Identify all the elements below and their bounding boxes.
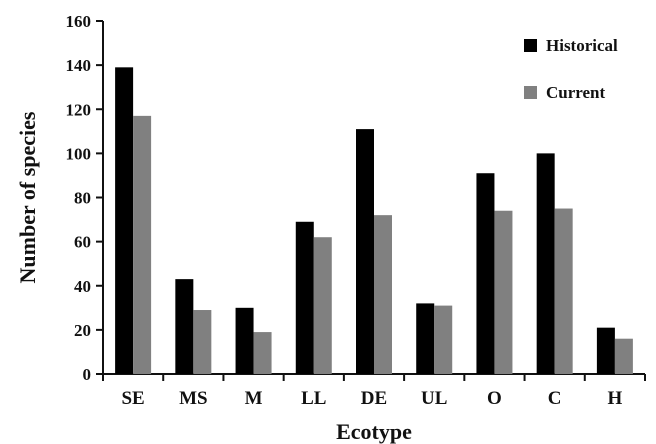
- bar-current-ul: [434, 305, 453, 374]
- bar-historical-ul: [416, 303, 435, 374]
- legend-label-historical: Historical: [546, 36, 618, 55]
- y-tick-label: 120: [66, 100, 92, 119]
- x-tick-label: O: [487, 388, 502, 409]
- bar-current-ms: [193, 310, 212, 374]
- bar-historical-de: [356, 129, 374, 374]
- x-tick-label: M: [245, 388, 263, 409]
- bar-historical-m: [235, 307, 254, 374]
- x-tick-label: MS: [179, 388, 208, 409]
- y-tick-label: 160: [66, 12, 92, 31]
- x-tick-label: SE: [121, 388, 144, 409]
- y-axis-ticks: 0 20 40 60 80 100 120 140 160: [66, 12, 103, 384]
- bars: [115, 67, 633, 375]
- y-axis-title: Number of species: [15, 111, 40, 283]
- y-tick-label: 0: [83, 365, 92, 384]
- bar-historical-se: [115, 67, 134, 375]
- y-tick-label: 60: [74, 233, 91, 252]
- x-tick-label: DE: [361, 388, 387, 409]
- x-tick-label: C: [548, 388, 562, 409]
- y-tick-label: 140: [66, 56, 92, 75]
- x-tick-label: H: [607, 388, 622, 409]
- bar-historical-ms: [175, 279, 194, 374]
- bar-current-o: [494, 210, 513, 374]
- bar-current-ll: [313, 237, 332, 374]
- bar-historical-c: [536, 153, 555, 374]
- x-axis-title: Ecotype: [336, 419, 412, 444]
- bar-historical-o: [476, 173, 495, 374]
- legend-swatch-historical: [524, 39, 537, 52]
- x-tick-label: UL: [421, 388, 447, 409]
- bar-current-m: [253, 332, 272, 374]
- bar-historical-ll: [295, 221, 314, 374]
- x-axis-ticks: SE MS M LL DE UL O C H: [102, 374, 646, 409]
- y-tick-label: 100: [66, 144, 92, 163]
- legend-swatch-current: [524, 86, 537, 99]
- bar-historical-h: [596, 327, 615, 374]
- bar-current-se: [133, 115, 152, 375]
- y-tick-label: 40: [74, 277, 91, 296]
- legend: Historical Current: [524, 36, 618, 102]
- bar-current-de: [374, 215, 392, 374]
- y-tick-label: 80: [74, 189, 91, 208]
- legend-label-current: Current: [546, 83, 606, 102]
- bar-current-h: [614, 338, 633, 374]
- y-tick-label: 20: [74, 321, 91, 340]
- bar-current-c: [554, 208, 573, 374]
- x-tick-label: LL: [301, 388, 326, 409]
